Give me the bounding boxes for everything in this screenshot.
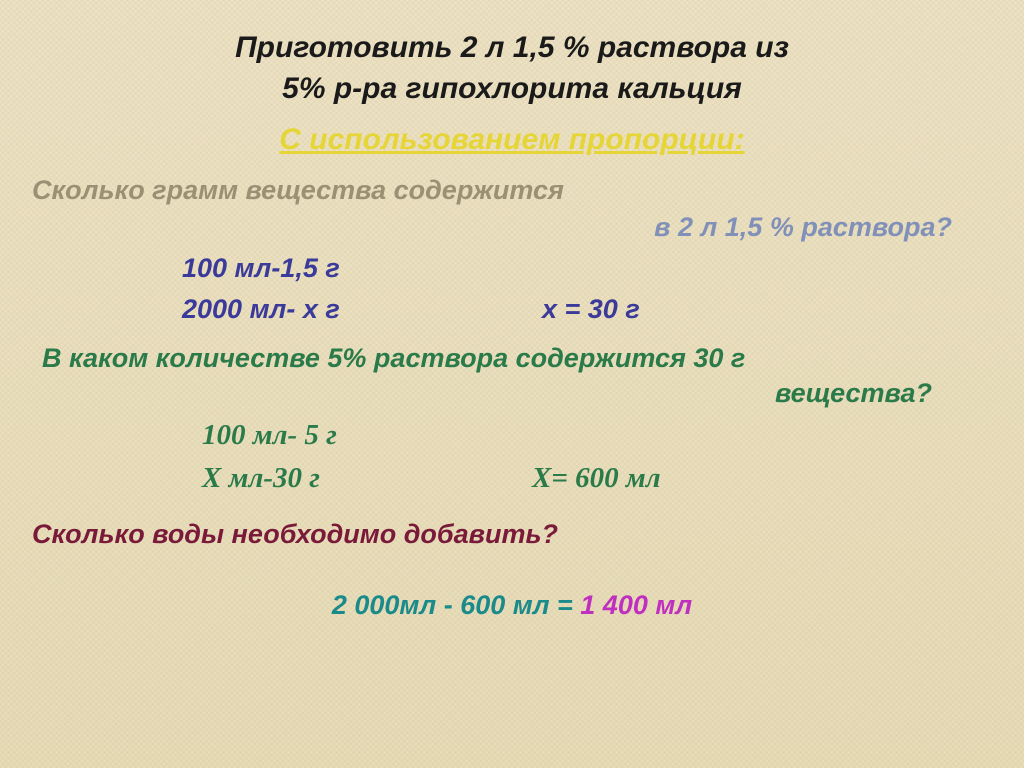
- step2-row2-left: Х мл-30 г: [32, 462, 472, 495]
- slide-title: Приготовить 2 л 1,5 % раствора из 5% р-р…: [32, 28, 992, 109]
- step2-row1: 100 мл- 5 г: [32, 419, 992, 452]
- step1-row2: 2000 мл- х г х = 30 г: [32, 294, 992, 325]
- step2-row2-right: Х= 600 мл: [472, 462, 992, 495]
- title-line-1: Приготовить 2 л 1,5 % раствора из: [32, 28, 992, 69]
- step1-row1: 100 мл-1,5 г: [32, 253, 992, 284]
- question-1-line-1: Сколько грамм вещества содержится: [32, 175, 992, 206]
- question-1-line-2: в 2 л 1,5 % раствора?: [32, 212, 992, 243]
- step1-row2-right: х = 30 г: [472, 294, 992, 325]
- slide: Приготовить 2 л 1,5 % раствора из 5% р-р…: [0, 0, 1024, 768]
- eq-result: 1 400 мл: [580, 590, 692, 620]
- final-equation: 2 000мл - 600 мл = 1 400 мл: [32, 590, 992, 621]
- step2-row2: Х мл-30 г Х= 600 мл: [32, 462, 992, 495]
- slide-subtitle: С использованием пропорции:: [32, 123, 992, 157]
- title-line-2: 5% р-ра гипохлорита кальция: [32, 69, 992, 110]
- question-2-line-1: В каком количестве 5% раствора содержитс…: [32, 343, 992, 374]
- step1-row2-left: 2000 мл- х г: [32, 294, 472, 325]
- question-2-line-2: вещества?: [32, 378, 992, 409]
- eq-left: 2 000мл - 600 мл =: [332, 590, 580, 620]
- question-3: Сколько воды необходимо добавить?: [32, 519, 992, 550]
